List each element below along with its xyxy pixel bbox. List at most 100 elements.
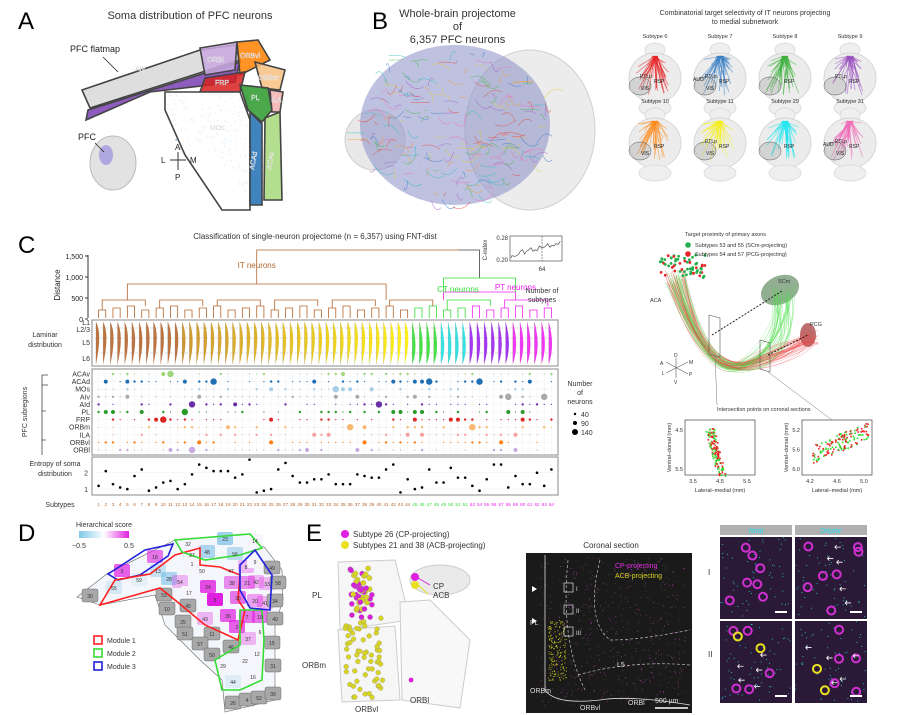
axon-trace [388, 54, 407, 58]
subregion-dot [233, 433, 237, 436]
intersection-point [714, 456, 717, 459]
subregion-dot [392, 403, 394, 405]
laminar-violin-55 [484, 322, 488, 364]
entropy-point-50 [449, 466, 453, 470]
signal-speck [676, 598, 678, 600]
subregion-dot [126, 372, 129, 376]
signal-speck [617, 659, 618, 661]
signal-speck [619, 679, 621, 681]
subregion-label-orbvl: ORBvl [70, 440, 91, 447]
subregion-dot [522, 381, 524, 383]
subregion-dot [406, 426, 409, 429]
axon-trace [493, 101, 502, 107]
subregion-dot [384, 372, 388, 376]
intersection-point [849, 433, 851, 436]
panel-b-title-line2: 6,357 PFC neurons [409, 34, 506, 46]
soma-dot [698, 274, 702, 278]
speck [844, 676, 846, 678]
signal-speck [635, 612, 636, 614]
subregion-dot [299, 441, 301, 443]
acb-signal [552, 658, 554, 660]
signal-speck [596, 628, 598, 630]
subregion-dot [435, 380, 438, 383]
acb-signal [564, 644, 566, 646]
signal-speck [590, 584, 592, 586]
soma-dot [703, 254, 707, 257]
speck [737, 693, 739, 695]
subregion-dot [499, 440, 504, 445]
axon-trace [473, 81, 490, 87]
acb-signal [558, 634, 560, 636]
signal-speck [591, 632, 592, 634]
intersection-point [864, 424, 866, 427]
entropy-point-34 [334, 482, 338, 486]
laminar-violin-48 [433, 322, 438, 364]
subregion-dot [363, 410, 366, 414]
cortical-area-cell [247, 594, 263, 607]
soma-dot [354, 625, 360, 631]
speck [820, 629, 822, 631]
signal-speck [614, 570, 616, 571]
acb-signal [562, 672, 564, 674]
cell-label: 47 [228, 569, 234, 575]
cell-label: 53 [161, 593, 167, 599]
subregion-dot [536, 449, 538, 451]
soma-dot [666, 254, 670, 258]
panel-c-title: Classification of single-neuron projecto… [193, 232, 437, 241]
speck [772, 564, 773, 566]
speck [862, 555, 864, 557]
axon-trace [787, 120, 795, 153]
subregion-dot [160, 416, 167, 423]
subregion-dot [486, 441, 488, 443]
cell-label: 45 [185, 604, 191, 610]
axon-trace [398, 94, 406, 96]
axon-trace [850, 120, 860, 140]
subregion-dot [507, 419, 509, 421]
subtype-number: 29 [297, 502, 303, 507]
intersection-point [719, 457, 721, 460]
subregion-dot [371, 419, 373, 421]
subregion-dot [284, 403, 287, 406]
distance-tick: 500 [71, 296, 83, 303]
axon-trace [657, 120, 669, 141]
signal-speck [628, 665, 630, 667]
signal-speck [634, 566, 636, 568]
intersection-point [860, 431, 863, 433]
signal-speck [578, 634, 580, 636]
speck [752, 577, 754, 579]
axon-trace [679, 280, 819, 366]
subregion-dot [448, 417, 453, 422]
subregion-label-pl: PL [81, 410, 90, 417]
speck [847, 698, 849, 700]
speck [850, 699, 852, 701]
signal-speck [606, 631, 608, 632]
region-label-frp: FRP [215, 80, 229, 87]
intersection-point [819, 450, 822, 452]
subregion-dot [514, 411, 517, 413]
subregion-dot [420, 426, 424, 429]
entropy-point-60 [521, 482, 524, 486]
speck [737, 661, 739, 663]
module-legend-swatch [93, 661, 103, 671]
intersection-point [824, 441, 827, 443]
signal-speck [684, 640, 686, 642]
axon-trace [666, 283, 788, 365]
intersection-point [714, 450, 717, 453]
signal-speck [663, 589, 665, 591]
signal-speck [611, 627, 613, 629]
cell-label: 5 [214, 598, 217, 604]
subregion-dot [384, 403, 388, 406]
acb-signal [550, 621, 552, 623]
laminar-violin-1 [96, 322, 100, 364]
cell-label: 43 [202, 617, 208, 623]
cindex-xtick: 64 [539, 267, 546, 273]
subregion-dot [277, 396, 279, 398]
laminar-violin-3 [110, 322, 114, 364]
speck [802, 577, 804, 578]
subregion-dot [464, 373, 466, 375]
laminar-violin-33 [326, 322, 330, 364]
speck [834, 605, 836, 607]
cell-label: 38 [229, 581, 235, 587]
axon-trace [851, 55, 862, 63]
acb-signal [555, 636, 557, 638]
